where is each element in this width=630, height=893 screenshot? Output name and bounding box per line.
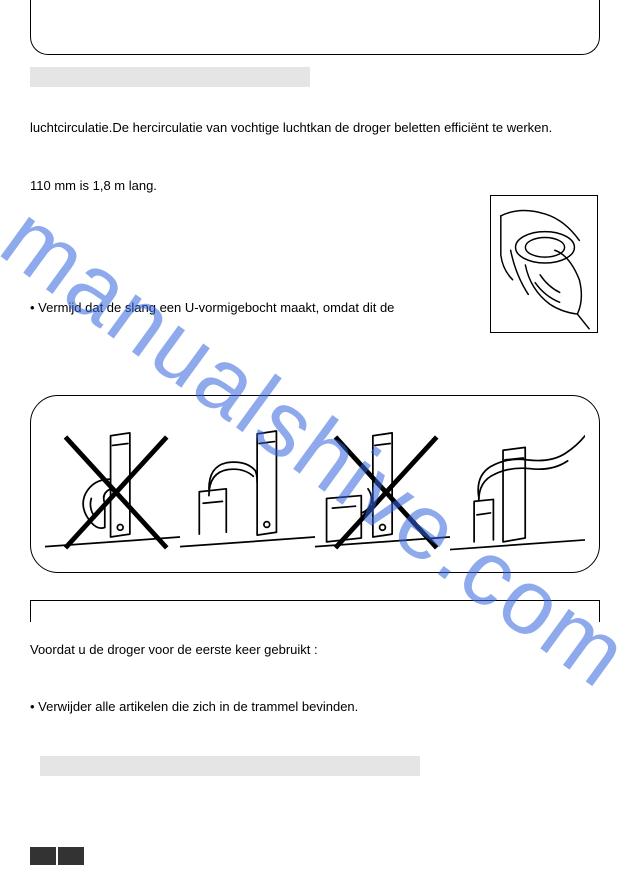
figure-warning-panel [30, 395, 600, 573]
section-heading-placeholder-1 [30, 67, 310, 87]
paragraph-line-5: • Verwijder alle artikelen die zich in d… [30, 699, 358, 714]
section-heading-placeholder-2 [40, 756, 420, 776]
paragraph-line-1: luchtcirculatie.De hercirculatie van voc… [30, 120, 600, 135]
section-heading-box [30, 600, 600, 622]
paragraph-line-4: Voordat u de droger voor de eerste keer … [30, 642, 318, 657]
paragraph-line-2: 110 mm is 1,8 m lang. [30, 178, 157, 193]
warning-cell-1 [45, 404, 180, 564]
warning-cell-2 [180, 404, 315, 564]
warning-cell-3 [315, 404, 450, 564]
paragraph-line-3: • Vermijd dat de slang een U-vormigeboch… [30, 300, 394, 315]
top-bordered-box [30, 0, 600, 55]
page-number-marker [30, 847, 84, 865]
figure-hose-insert [490, 195, 598, 333]
warning-cell-4 [450, 404, 585, 564]
